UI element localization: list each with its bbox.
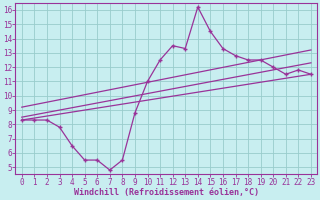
- X-axis label: Windchill (Refroidissement éolien,°C): Windchill (Refroidissement éolien,°C): [74, 188, 259, 197]
